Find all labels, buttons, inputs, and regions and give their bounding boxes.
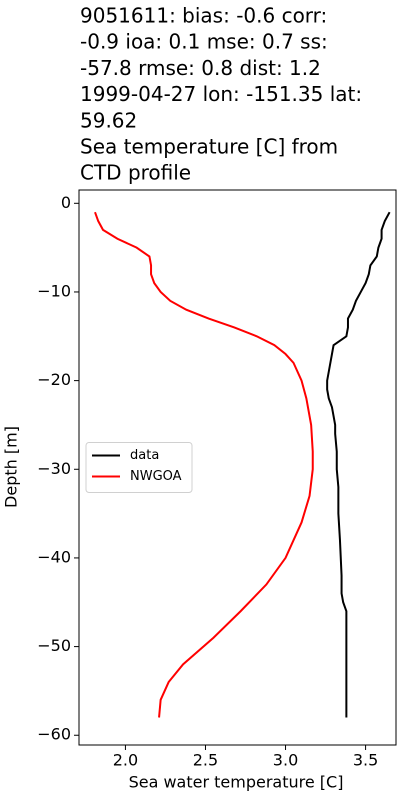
plot-frame <box>78 189 397 746</box>
legend: data NWGOA <box>85 442 193 493</box>
y-tick-label: −50 <box>37 636 71 655</box>
x-tick-label: 3.0 <box>273 751 298 770</box>
series-line <box>326 211 391 718</box>
x-tick-label: 2.0 <box>113 751 138 770</box>
x-axis-label: Sea water temperature [C] <box>129 773 344 792</box>
y-tick-label: −30 <box>37 459 71 478</box>
chart-title: -0.9 ioa: 0.1 mse: 0.7 ss: <box>80 30 328 54</box>
chart-title: -57.8 rmse: 0.8 dist: 1.2 <box>80 56 321 80</box>
legend-label: NWGOA <box>130 469 182 484</box>
y-tick-label: −20 <box>37 370 71 389</box>
chart-title: 9051611: bias: -0.6 corr: <box>80 4 327 28</box>
y-axis-label: Depth [m] <box>2 426 21 508</box>
y-tick-label: −60 <box>37 725 71 744</box>
x-tick-label: 3.5 <box>353 751 378 770</box>
chart-title: 59.62 <box>80 108 137 132</box>
x-tick-label: 2.5 <box>193 751 218 770</box>
y-tick-label: 0 <box>61 193 71 212</box>
y-tick-label: −10 <box>37 281 71 300</box>
chart-title: 1999-04-27 lon: -151.35 lat: <box>80 82 362 106</box>
legend-label: data <box>130 448 159 463</box>
y-tick-label: −40 <box>37 547 71 566</box>
chart-title: Sea temperature [C] from <box>80 135 338 159</box>
series-line <box>94 211 314 718</box>
chart-title: CTD profile <box>80 161 191 185</box>
